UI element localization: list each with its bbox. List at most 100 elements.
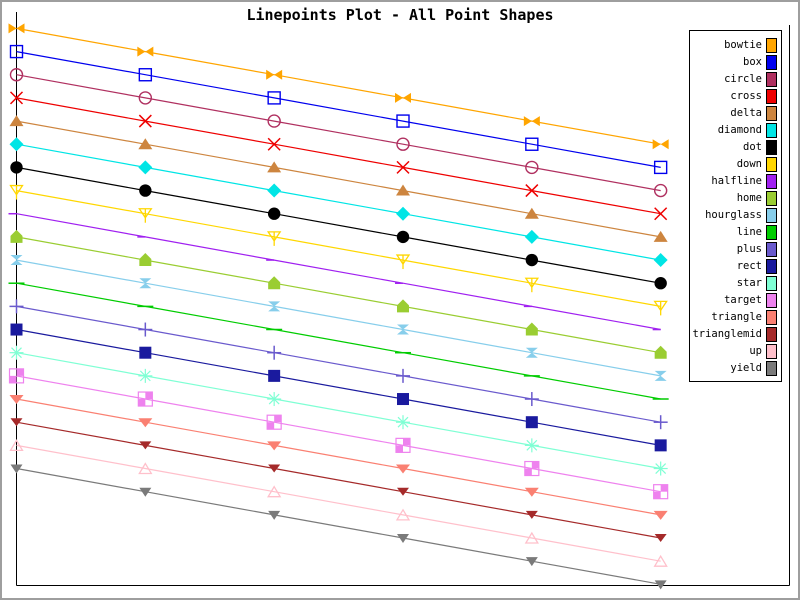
marker-trianglemid — [139, 441, 152, 450]
legend-swatch-box — [766, 55, 777, 70]
series-yield — [10, 464, 667, 590]
series-delta — [9, 115, 668, 242]
marker-box — [9, 44, 24, 59]
marker-home — [654, 345, 667, 359]
marker-triangle — [653, 510, 668, 520]
legend-label-trianglemid: trianglemid — [692, 328, 762, 340]
legend-swatch-triangle — [766, 310, 777, 325]
series-plus — [9, 299, 668, 430]
marker-hourglass — [10, 255, 23, 266]
marker-dot — [396, 230, 410, 244]
series-line-plus — [16, 305, 661, 423]
marker-down — [266, 231, 282, 246]
marker-trianglemid — [654, 534, 667, 543]
marker-yield — [268, 510, 281, 520]
series-circle — [9, 68, 668, 198]
marker-diamond — [138, 160, 153, 175]
marker-rect — [139, 346, 152, 359]
series-line-dot — [16, 166, 661, 284]
marker-rect — [654, 439, 667, 452]
series-trianglemid — [10, 418, 667, 543]
series-line — [8, 282, 669, 400]
marker-circle — [653, 183, 668, 198]
legend-swatch-home — [766, 191, 777, 206]
series-cross — [9, 91, 668, 221]
legend-swatch-down — [766, 157, 777, 172]
legend-swatch-target — [766, 293, 777, 308]
legend-item-yield: yield — [690, 360, 777, 377]
legend-item-down: down — [690, 156, 777, 173]
legend-item-up: up — [690, 343, 777, 360]
legend-item-circle: circle — [690, 71, 777, 88]
series-target — [8, 368, 669, 500]
legend-label-up: up — [749, 345, 762, 357]
marker-hourglass — [654, 370, 667, 381]
series-line-rect — [16, 328, 661, 446]
marker-plus — [396, 368, 410, 383]
marker-delta — [524, 207, 539, 219]
marker-diamond — [653, 253, 668, 268]
series-line-delta — [16, 120, 661, 238]
series-line-cross — [16, 97, 661, 215]
marker-home — [525, 322, 538, 336]
marker-plus — [138, 322, 153, 337]
legend-item-trianglemid: trianglemid — [690, 326, 777, 343]
series-line-circle — [16, 74, 661, 192]
series-bowtie — [8, 23, 669, 150]
marker-yield — [139, 487, 152, 497]
marker-delta — [9, 115, 24, 127]
marker-dot — [139, 184, 152, 197]
marker-down — [9, 184, 24, 200]
legend-label-delta: delta — [730, 107, 762, 119]
marker-trianglemid — [397, 487, 409, 496]
series-line-target — [16, 375, 661, 493]
series-up — [9, 439, 668, 567]
marker-box — [653, 160, 668, 175]
marker-cross — [396, 160, 410, 174]
legend-label-yield: yield — [730, 362, 762, 374]
marker-rect — [397, 393, 409, 406]
legend-label-home: home — [736, 192, 762, 204]
marker-star — [524, 438, 539, 453]
legend-label-cross: cross — [730, 90, 762, 102]
marker-up — [267, 485, 282, 498]
marker-bowtie — [652, 139, 669, 150]
marker-target — [8, 368, 25, 384]
marker-circle — [9, 68, 24, 82]
series-line-bowtie — [16, 27, 661, 145]
legend-swatch-rect — [766, 259, 777, 274]
marker-star — [9, 345, 24, 360]
legend-item-plus: plus — [690, 241, 777, 258]
marker-bowtie — [523, 116, 540, 127]
series-line-halfline — [16, 213, 661, 331]
series-rect — [10, 323, 667, 452]
marker-dot — [525, 253, 539, 267]
marker-triangle — [267, 441, 282, 451]
marker-cross — [138, 114, 152, 128]
marker-box — [138, 68, 153, 82]
marker-delta — [396, 184, 410, 196]
marker-plus — [524, 392, 539, 407]
legend-item-diamond: diamond — [690, 122, 777, 139]
marker-rect — [525, 416, 538, 429]
marker-home — [10, 229, 23, 243]
legend-label-box: box — [743, 56, 762, 68]
marker-plus — [653, 415, 668, 430]
marker-yield — [10, 464, 23, 474]
series-line-hourglass — [16, 259, 661, 377]
legend-item-line: line — [690, 224, 777, 241]
series-line-line — [16, 282, 661, 400]
marker-bowtie — [137, 46, 154, 57]
marker-diamond — [396, 206, 410, 221]
legend-label-circle: circle — [724, 73, 762, 85]
legend-swatch-delta — [766, 106, 777, 121]
legend-item-halfline: halfline — [690, 173, 777, 190]
series-hourglass — [10, 255, 667, 381]
marker-box — [525, 137, 539, 151]
marker-circle — [138, 91, 153, 105]
legend-swatch-star — [766, 276, 777, 291]
marker-cross — [267, 137, 281, 151]
marker-star — [138, 368, 153, 383]
marker-star — [267, 392, 282, 407]
legend-swatch-halfline — [766, 174, 777, 189]
